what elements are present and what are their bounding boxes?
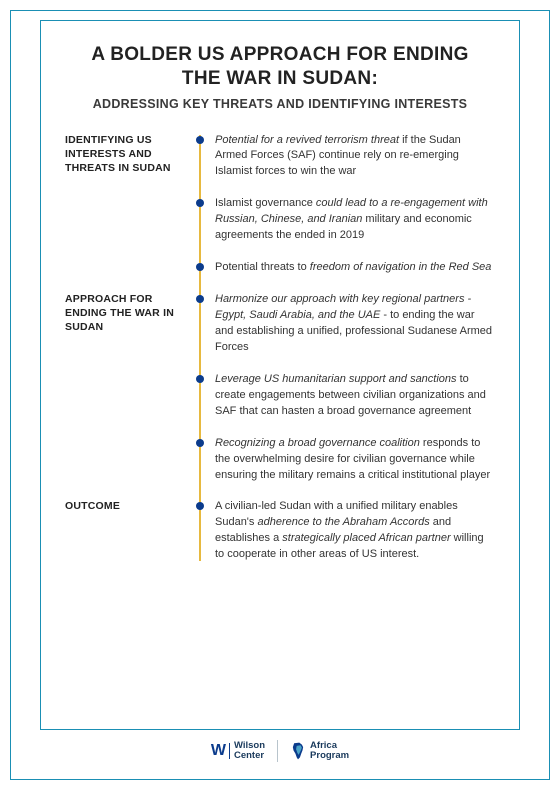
timeline-bullet-icon <box>196 295 204 303</box>
section-label: IDENTIFYING US INTERESTS AND THREATS IN … <box>65 133 185 176</box>
timeline-row: Potential threats to freedom of navigati… <box>65 260 495 276</box>
wilson-sub: Center <box>234 750 264 761</box>
title-line-1: A BOLDER US APPROACH FOR ENDING <box>65 43 495 67</box>
title-line-2: THE WAR IN SUDAN: <box>65 67 495 91</box>
content-panel: A BOLDER US APPROACH FOR ENDING THE WAR … <box>40 20 520 730</box>
africa-sub: Program <box>310 750 349 761</box>
timeline-item-text: Potential for a revived terrorism threat… <box>185 133 495 181</box>
timeline: IDENTIFYING US INTERESTS AND THREATS IN … <box>65 133 495 564</box>
timeline-row: OUTCOMEA civilian-led Sudan with a unifi… <box>65 499 495 563</box>
wilson-center-logo: W Wilson Center <box>211 741 265 761</box>
timeline-row: Islamist governance could lead to a re-e… <box>65 196 495 244</box>
main-title: A BOLDER US APPROACH FOR ENDING THE WAR … <box>65 43 495 91</box>
timeline-bullet-icon <box>196 375 204 383</box>
africa-icon <box>290 742 306 760</box>
timeline-item-text: Harmonize our approach with key regional… <box>185 292 495 356</box>
timeline-row: IDENTIFYING US INTERESTS AND THREATS IN … <box>65 133 495 181</box>
timeline-row: Leverage US humanitarian support and san… <box>65 372 495 420</box>
timeline-item-text: A civilian-led Sudan with a unified mili… <box>185 499 495 563</box>
timeline-bullet-icon <box>196 439 204 447</box>
subtitle: ADDRESSING KEY THREATS AND IDENTIFYING I… <box>65 97 495 111</box>
wilson-w-icon: W <box>211 743 230 759</box>
timeline-item-text: Leverage US humanitarian support and san… <box>185 372 495 420</box>
timeline-item-text: Potential threats to freedom of navigati… <box>185 260 495 276</box>
section-label: OUTCOME <box>65 499 185 513</box>
footer-divider <box>277 740 278 762</box>
timeline-bullet-icon <box>196 136 204 144</box>
timeline-row: APPROACH FOR ENDING THE WAR IN SUDANHarm… <box>65 292 495 356</box>
timeline-item-text: Islamist governance could lead to a re-e… <box>185 196 495 244</box>
timeline-item-text: Recognizing a broad governance coalition… <box>185 436 495 484</box>
footer: W Wilson Center Africa Program <box>0 740 560 762</box>
timeline-row: Recognizing a broad governance coalition… <box>65 436 495 484</box>
section-label: APPROACH FOR ENDING THE WAR IN SUDAN <box>65 292 185 335</box>
africa-program-logo: Africa Program <box>290 741 349 761</box>
